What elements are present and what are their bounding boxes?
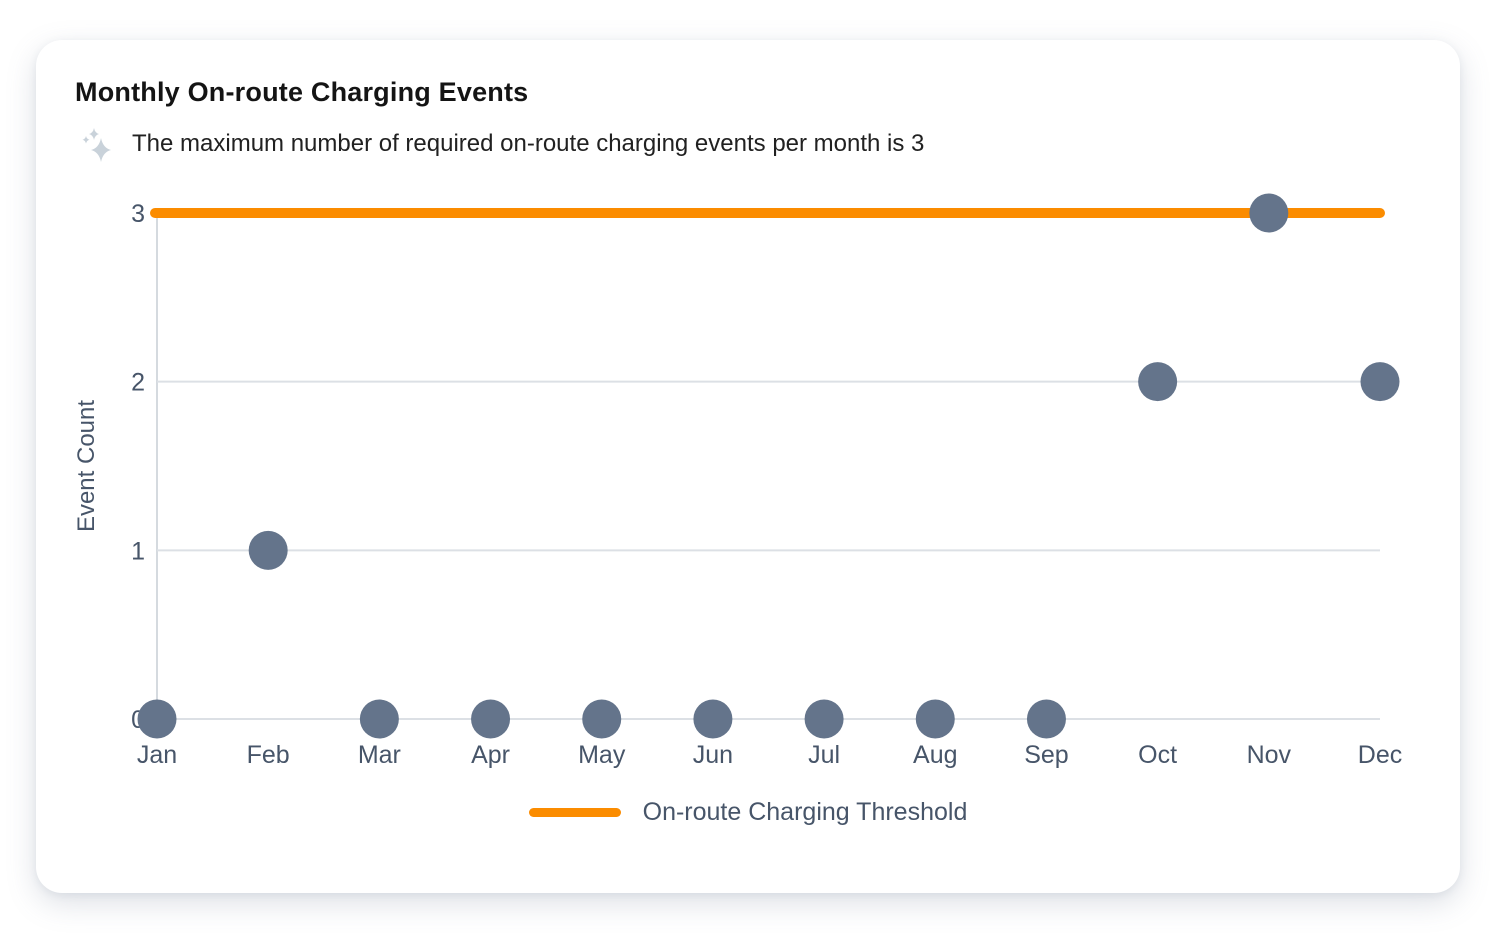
data-point-Apr[interactable] (471, 699, 511, 739)
x-tick-label-Jun: Jun (693, 741, 733, 769)
data-point-May[interactable] (582, 699, 622, 739)
x-tick-label-Sep: Sep (1024, 741, 1068, 769)
y-tick-label-2: 2 (131, 369, 145, 397)
data-point-Jul[interactable] (804, 699, 844, 739)
x-tick-label-Feb: Feb (247, 741, 290, 769)
data-point-Sep[interactable] (1026, 699, 1066, 739)
y-axis-title: Event Count (73, 400, 100, 532)
scatter-chart: 0123Event CountJanFebMarAprMayJunJulAugS… (73, 193, 1402, 769)
chart-subtitle-row: The maximum number of required on-route … (82, 124, 924, 164)
data-point-Jan[interactable] (137, 699, 177, 739)
data-point-Dec[interactable] (1360, 362, 1400, 402)
chart-legend[interactable]: On-route Charging Threshold (36, 798, 1460, 827)
chart-area: 0123Event CountJanFebMarAprMayJunJulAugS… (36, 170, 1460, 782)
x-tick-label-Jul: Jul (808, 741, 840, 769)
chart-insight-text: The maximum number of required on-route … (132, 130, 925, 157)
x-tick-label-Oct: Oct (1138, 741, 1177, 769)
x-tick-label-Nov: Nov (1247, 741, 1292, 769)
x-tick-label-Jan: Jan (137, 741, 177, 769)
data-point-Oct[interactable] (1138, 362, 1178, 402)
chart-card: Monthly On-route Charging Events The max… (36, 40, 1460, 893)
page-title: Monthly On-route Charging Events (75, 77, 529, 107)
x-tick-label-Dec: Dec (1358, 741, 1402, 769)
sparkles-icon (82, 128, 111, 162)
threshold-legend-swatch (528, 808, 621, 817)
data-point-Jun[interactable] (693, 699, 733, 739)
y-tick-label-1: 1 (131, 537, 145, 565)
x-tick-label-Aug: Aug (913, 741, 957, 769)
x-tick-label-Mar: Mar (358, 741, 401, 769)
data-point-Feb[interactable] (248, 530, 288, 570)
y-tick-label-3: 3 (131, 200, 145, 228)
x-tick-label-Apr: Apr (471, 741, 510, 769)
x-tick-label-May: May (578, 741, 626, 769)
threshold-legend-label: On-route Charging Threshold (642, 798, 968, 826)
data-point-Mar[interactable] (359, 699, 399, 739)
data-point-Aug[interactable] (915, 699, 955, 739)
data-point-Nov[interactable] (1249, 193, 1289, 233)
